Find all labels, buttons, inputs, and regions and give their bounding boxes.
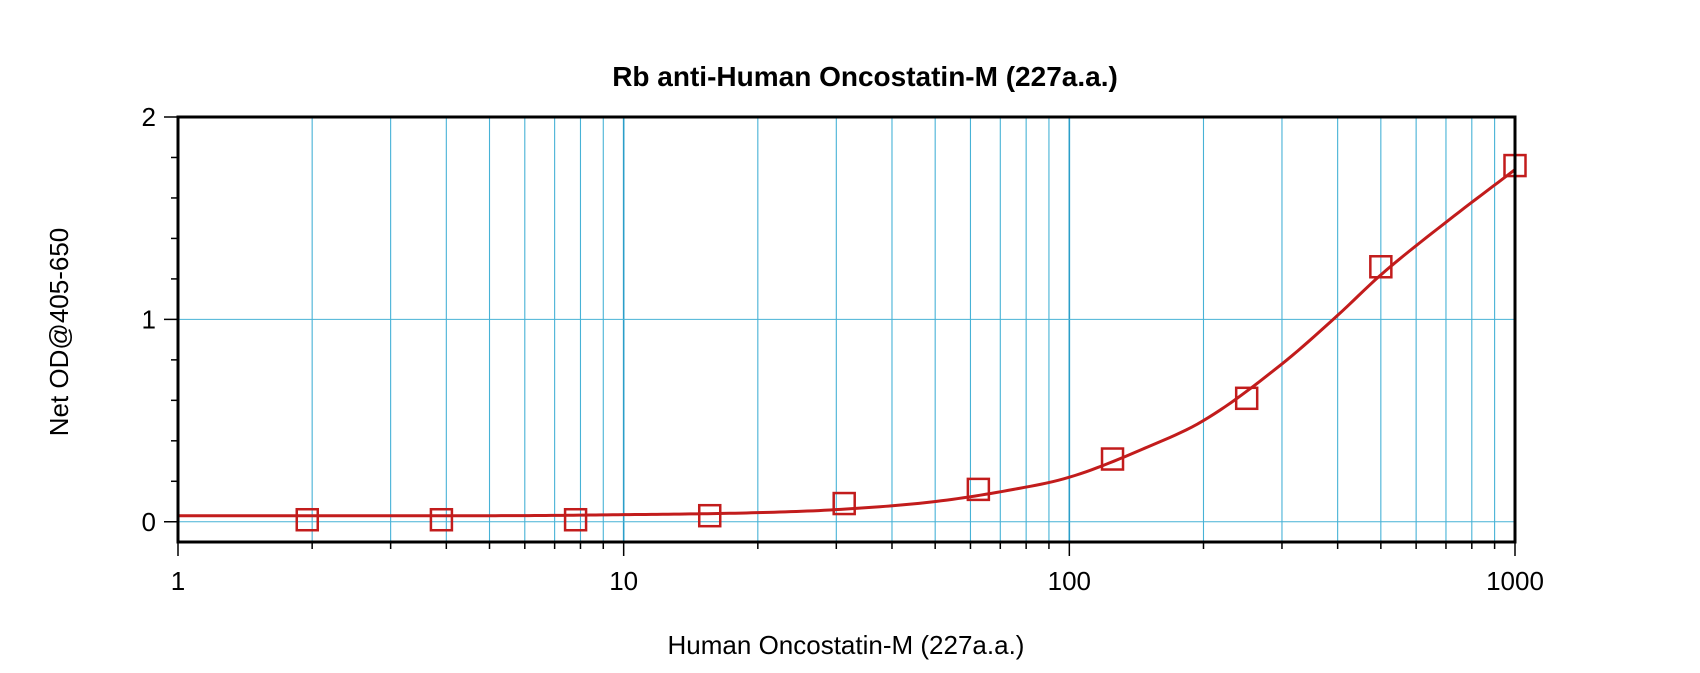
x-tick-label: 100 — [1048, 566, 1091, 596]
data-point — [697, 503, 722, 528]
plot-frame — [176, 115, 1517, 544]
data-point — [295, 507, 320, 532]
y-tick-label: 2 — [142, 102, 156, 132]
fit-curve-layer — [178, 168, 1516, 518]
chart-title: Rb anti-Human Oncostatin-M (227a.a.) — [612, 61, 1118, 92]
data-markers — [295, 153, 1527, 532]
y-tick-label: 1 — [142, 304, 156, 334]
x-tick-label: 1 — [171, 566, 185, 596]
x-axis-label: Human Oncostatin-M (227a.a.) — [668, 630, 1025, 660]
grid — [178, 116, 1515, 542]
data-point — [832, 491, 856, 516]
x-tick-label: 10 — [609, 566, 638, 596]
y-axis-label: Net OD@405-650 — [44, 228, 74, 437]
y-tick-label: 0 — [142, 507, 156, 537]
fit-curve — [178, 168, 1516, 518]
data-point — [1234, 386, 1259, 411]
data-point — [1369, 255, 1393, 279]
data-point — [563, 507, 588, 532]
data-point — [1100, 447, 1125, 471]
data-point — [966, 477, 991, 502]
axis-ticks — [164, 116, 1516, 556]
x-tick-label: 1000 — [1486, 566, 1544, 596]
data-point — [429, 507, 454, 532]
